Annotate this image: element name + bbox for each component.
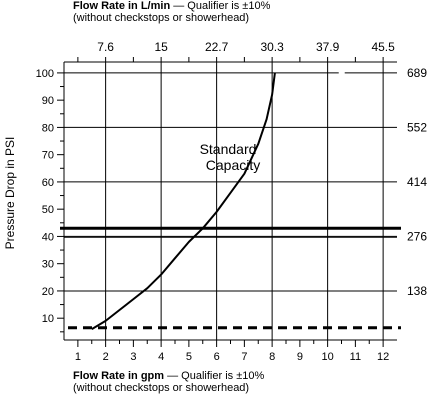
- bottom-tick-label: 11: [350, 351, 361, 363]
- top-axis-qualifier: — Qualifier is ±10%: [173, 0, 271, 12]
- left-axis-title: Pressure Drop in PSI: [3, 137, 17, 250]
- bottom-tick-label: 7: [241, 351, 247, 363]
- top-tick-label: 45.5: [371, 40, 395, 54]
- left-tick-label: 60: [42, 177, 54, 189]
- bottom-tick-label: 5: [186, 351, 192, 363]
- bottom-tick-label: 6: [214, 351, 220, 363]
- left-tick-label: 10: [42, 313, 54, 325]
- top-tick-label: 22.7: [205, 40, 229, 54]
- bottom-tick-label: 8: [269, 351, 275, 363]
- left-tick-label: 30: [42, 259, 54, 271]
- left-tick-label: 40: [42, 231, 54, 243]
- bottom-axis-note: (without checkstops or showerhead): [73, 382, 250, 394]
- top-tick-label: 7.6: [97, 40, 114, 54]
- grid-gap: [338, 70, 345, 75]
- left-tick-label: 100: [36, 68, 54, 80]
- bottom-axis-qualifier: — Qualifier is ±10%: [167, 370, 265, 382]
- top-tick-label: 37.9: [316, 40, 340, 54]
- top-tick-label: 30.3: [260, 40, 284, 54]
- curve-label-line1: Standard: [200, 141, 257, 157]
- bottom-tick-label: 3: [130, 351, 136, 363]
- left-tick-label: 20: [42, 286, 54, 298]
- left-tick-label: 80: [42, 122, 54, 134]
- series-line-standard-capacity: [91, 72, 276, 330]
- bottom-tick-label: 10: [322, 351, 334, 363]
- bottom-axis-caption: Flow Rate in gpm — Qualifier is ±10% (wi…: [73, 370, 264, 394]
- left-tick-label: 50: [42, 204, 54, 216]
- left-tick-label: 70: [42, 150, 54, 162]
- top-axis-note: (without checkstops or showerhead): [73, 12, 250, 24]
- right-tick-label: 138: [407, 284, 427, 298]
- left-tick-label: 90: [42, 95, 54, 107]
- right-tick-label: 276: [407, 229, 427, 243]
- bottom-tick-label: 4: [158, 351, 164, 363]
- grid-layer: [64, 62, 397, 340]
- bottom-tick-label: 1: [75, 351, 81, 363]
- top-axis-caption: Flow Rate in L/min — Qualifier is ±10% (…: [73, 0, 270, 24]
- series-layer: [91, 72, 276, 330]
- right-tick-label: 552: [407, 120, 427, 134]
- right-tick-label: 414: [407, 175, 427, 189]
- top-tick-label: 15: [154, 40, 168, 54]
- reference-lines-layer: [60, 70, 401, 330]
- bottom-axis-title: Flow Rate in gpm: [73, 370, 165, 382]
- bottom-tick-label: 9: [297, 351, 303, 363]
- right-tick-label: 689: [407, 66, 427, 80]
- bottom-tick-label: 2: [103, 351, 109, 363]
- bottom-tick-label: 12: [377, 351, 389, 363]
- top-axis-title: Flow Rate in L/min: [73, 0, 171, 12]
- curve-label-line2: Capacity: [206, 157, 260, 173]
